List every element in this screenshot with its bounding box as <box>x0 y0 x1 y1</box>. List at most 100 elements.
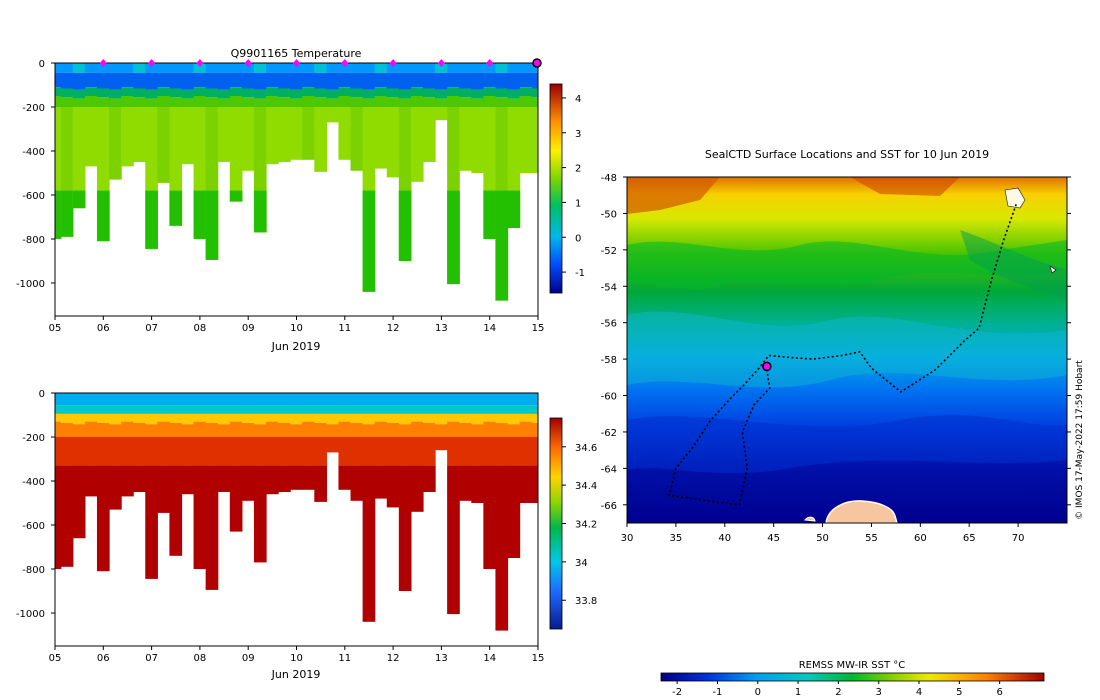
salinity-profile-cell <box>314 465 327 502</box>
salinity-profile-cell <box>84 421 98 437</box>
surface-marker <box>437 59 445 67</box>
salinity-profile-cell <box>495 405 509 414</box>
temperature-profile-cell <box>471 107 484 173</box>
temperature-profile-cell <box>96 190 110 242</box>
temperature-profile-cell <box>60 97 74 107</box>
salinity-profile-cell <box>338 437 352 466</box>
salinity-profile-cell <box>338 421 352 437</box>
temperature-profile-cell <box>447 72 460 88</box>
salinity-profile-cell <box>205 413 219 423</box>
salinity-profile-cell <box>217 413 231 425</box>
temperature-profile-cell <box>55 87 62 96</box>
colorbar-tick-label: 2 <box>575 164 581 175</box>
temperature-profile-cell <box>326 98 340 107</box>
temperature-profile-cell <box>471 63 484 73</box>
salinity-profile-cell <box>302 437 315 466</box>
temperature-profile-cell <box>302 107 315 160</box>
map-frame <box>626 176 1068 524</box>
salinity-profile-cell <box>96 422 110 437</box>
salinity-profile-cell <box>386 393 400 406</box>
temperature-profile-cell <box>398 63 412 73</box>
temperature-profile-cell <box>314 97 327 107</box>
salinity-profile-cell <box>205 465 219 590</box>
temperature-profile-cell <box>229 96 243 107</box>
salinity-profile-cell <box>241 465 255 501</box>
temperature-profile-cell <box>350 63 364 73</box>
salinity-profile-cell <box>435 393 448 406</box>
salinity-profile-cell <box>326 405 340 414</box>
salinity-profile-cell <box>483 393 497 406</box>
salinity-profile-cell <box>217 424 231 437</box>
surface-marker <box>196 59 204 67</box>
salinity-profile-cell <box>507 413 521 425</box>
temperature-profile-cell <box>84 72 98 88</box>
temperature-profile-cell <box>217 107 231 162</box>
salinity-profile-cell <box>519 405 533 414</box>
salinity-profile-cell <box>422 393 436 406</box>
x-tick-label: 15 <box>532 323 545 334</box>
temperature-profile-cell <box>386 107 400 178</box>
y-tick-label: -1000 <box>16 609 45 620</box>
temperature-panel: Q9901165 Temperature 0 -200 -400 -600 -800 -1… <box>16 47 585 353</box>
salinity-profile-cell <box>84 413 98 422</box>
salinity-profile-cell <box>459 393 472 406</box>
salinity-profile-cell <box>121 393 134 406</box>
salinity-profile-cell <box>435 405 448 414</box>
salinity-profile-cell <box>350 437 364 466</box>
temperature-profile-cell <box>362 72 376 90</box>
temperature-profile-cell <box>495 72 509 89</box>
salinity-profile-cell <box>133 405 146 414</box>
x-tick-label: 10 <box>290 653 303 664</box>
salinity-profile-cell <box>193 405 207 414</box>
temperature-profile-cell <box>181 72 195 90</box>
temperature-profile-cell <box>362 89 376 99</box>
salinity-profile-cell <box>84 465 98 497</box>
salinity-profile-cell <box>314 413 327 423</box>
salinity-profile-cell <box>133 422 146 437</box>
x-tick-label: 06 <box>97 653 110 664</box>
temperature-profile-cell <box>72 63 86 73</box>
salinity-profile-cell <box>109 413 122 425</box>
temperature-profile-cell <box>471 72 484 90</box>
temperature-profile-cell <box>241 63 255 73</box>
salinity-profile-cell <box>314 405 327 414</box>
lon-tick-label: 55 <box>865 533 878 544</box>
temperature-profile-cell <box>241 97 255 107</box>
salinity-profile-cell <box>495 437 509 466</box>
salinity-profile-cell <box>96 393 110 406</box>
salinity-profile-cell <box>531 437 538 466</box>
temperature-profile-cell <box>483 190 497 239</box>
sst-colorbar-title: REMSS MW-IR SST °C <box>799 660 906 671</box>
salinity-profile-cell <box>193 413 207 422</box>
temperature-profile-cell <box>459 107 472 171</box>
temperature-profile-cell <box>193 72 207 88</box>
salinity-profile-cell <box>410 393 424 406</box>
temperature-profile-cell <box>398 89 412 99</box>
temperature-profile-cell <box>60 88 74 98</box>
temperature-profile-cell <box>60 72 74 89</box>
temperature-profile-cell <box>519 96 533 107</box>
temperature-profile-cell <box>55 72 62 88</box>
temperature-profile-cell <box>229 63 243 73</box>
salinity-profile-cell <box>459 437 472 466</box>
salinity-profile-cell <box>217 405 231 414</box>
temperature-profile-cell <box>531 88 538 98</box>
lon-tick-label: 70 <box>1012 533 1025 544</box>
salinity-profile-cell <box>435 413 448 425</box>
temperature-profile-cell <box>217 98 231 107</box>
salinity-profile-cell <box>326 437 340 453</box>
temperature-profile-cell <box>253 98 267 107</box>
colorbar-tick-label: 3 <box>575 129 581 140</box>
salinity-profile-cell <box>447 421 460 437</box>
salinity-profile-cell <box>338 393 352 406</box>
temperature-profile-cell <box>495 88 509 98</box>
temperature-profile-cell <box>72 190 86 209</box>
temperature-profile-cell <box>459 72 472 89</box>
salinity-profile-cell <box>447 393 460 406</box>
y-tick-label: -600 <box>22 191 45 202</box>
temperature-profile-cell <box>205 97 219 107</box>
salinity-profile-cell <box>374 413 388 422</box>
temperature-profile-cell <box>169 190 183 226</box>
temperature-x-axis: 05 06 07 08 09 10 11 12 13 14 15 <box>49 316 545 334</box>
